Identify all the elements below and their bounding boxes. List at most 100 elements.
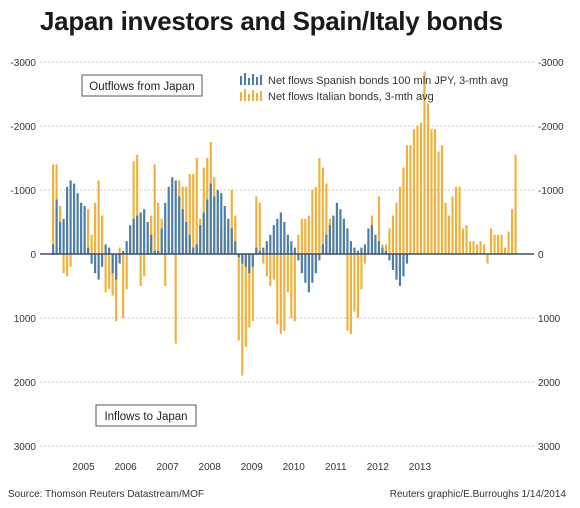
spain-bar <box>272 225 275 254</box>
italy-bar <box>514 154 517 254</box>
spain-bar <box>94 254 97 274</box>
spain-bar <box>363 244 367 254</box>
spain-bar <box>164 202 167 254</box>
italy-bar <box>164 254 167 286</box>
x-axis: 2005 2006 2007 2008 2009 2010 2011 2012 2013 <box>72 462 431 473</box>
italy-bar <box>237 254 240 341</box>
italy-bar <box>486 254 489 264</box>
spain-bar <box>349 241 352 254</box>
spain-bar <box>332 215 335 254</box>
x-tick-label: 2006 <box>114 462 137 473</box>
italy-bar <box>423 71 426 254</box>
italy-bar <box>353 254 356 312</box>
italy-bar <box>314 186 317 254</box>
inflows-label: Inflows to Japan <box>95 404 197 427</box>
spain-bar <box>304 254 307 283</box>
italy-bar <box>479 241 482 254</box>
spain-bar <box>167 186 170 254</box>
italy-bar <box>94 202 97 254</box>
y-tick-label-right: 0 <box>538 250 544 261</box>
italy-bar <box>143 254 146 277</box>
italy-bar <box>500 234 503 254</box>
spain-bar <box>80 202 83 254</box>
spain-bar <box>76 193 79 254</box>
y-tick-label-left: 1000 <box>14 314 37 325</box>
spain-bar <box>265 241 268 254</box>
spain-bar <box>108 247 111 254</box>
spain-bar <box>290 241 293 254</box>
italy-bar <box>69 254 72 267</box>
italy-bar <box>192 174 195 254</box>
italy-bar <box>293 254 296 322</box>
spain-bar <box>90 254 93 264</box>
italy-bar <box>279 254 282 334</box>
italy-bar <box>195 158 198 254</box>
spain-bar <box>181 209 184 254</box>
spain-bar <box>258 250 261 254</box>
spain-bar <box>115 254 118 280</box>
inflows-text: Inflows to Japan <box>104 411 187 423</box>
legend-spain: Net flows Spanish bonds 100 mln JPY, 3-m… <box>240 73 508 87</box>
italy-bar <box>157 202 160 254</box>
italy-bar <box>66 254 69 277</box>
italy-bar <box>290 254 293 318</box>
spain-bar <box>178 196 181 254</box>
spain-bar <box>283 222 286 254</box>
italy-bar <box>258 202 261 254</box>
y-tick-label-right: -2000 <box>538 122 564 133</box>
italy-bar <box>265 254 268 277</box>
italy-bar <box>251 254 254 322</box>
spain-bar <box>174 180 177 254</box>
italy-bar <box>269 254 272 286</box>
italy-bar <box>391 215 395 254</box>
italy-bar <box>111 254 114 296</box>
spain-bar <box>269 234 272 254</box>
italy-bar <box>482 244 486 254</box>
y-tick-label-left: -1000 <box>10 186 36 197</box>
spain-bar <box>160 228 163 254</box>
spain-bar <box>188 234 191 254</box>
y-tick-label-right: 3000 <box>538 442 561 453</box>
italy-bar <box>125 254 128 290</box>
italy-bar <box>101 215 104 254</box>
x-tick-label: 2007 <box>156 462 179 473</box>
italy-bar <box>360 254 363 290</box>
spain-bar <box>83 206 86 254</box>
italy-bar <box>272 254 275 280</box>
spain-bar <box>52 244 55 254</box>
italy-bar <box>108 254 111 290</box>
spain-bar <box>314 254 317 274</box>
y-tick-label-left: -2000 <box>10 122 36 133</box>
italy-bar <box>402 167 405 254</box>
italy-bar <box>503 247 507 254</box>
x-tick-label: 2012 <box>367 462 390 473</box>
spain-bar <box>276 218 279 254</box>
italy-bar <box>115 254 118 322</box>
spain-bar <box>213 196 216 254</box>
italy-bar <box>412 129 416 254</box>
italy-bar <box>454 186 458 254</box>
italy-bar <box>87 209 90 254</box>
italy-bar <box>377 196 381 254</box>
y-axis-left: -3000 -2000 -1000 0 1000 2000 3000 <box>10 58 36 453</box>
spain-bar <box>122 250 125 254</box>
spain-bar <box>262 247 265 254</box>
spain-bar <box>237 254 240 258</box>
spain-bar <box>66 186 69 254</box>
italy-bar <box>262 254 265 264</box>
spain-bar <box>153 250 156 254</box>
spain-bar <box>171 177 174 254</box>
spain-bar <box>136 215 139 254</box>
spain-bar <box>248 254 251 274</box>
spain-bar <box>192 247 195 254</box>
spain-bar <box>146 222 149 254</box>
spain-bar <box>307 254 310 293</box>
spain-bar <box>318 254 321 261</box>
italy-bar <box>318 158 321 254</box>
legend: Net flows Spanish bonds 100 mln JPY, 3-m… <box>240 73 508 103</box>
spain-bar <box>118 254 121 264</box>
source-note: Source: Thomson Reuters Datastream/MOF <box>8 489 204 500</box>
italy-bar <box>104 254 107 293</box>
italy-bar <box>325 183 328 254</box>
spain-bar <box>111 254 114 274</box>
